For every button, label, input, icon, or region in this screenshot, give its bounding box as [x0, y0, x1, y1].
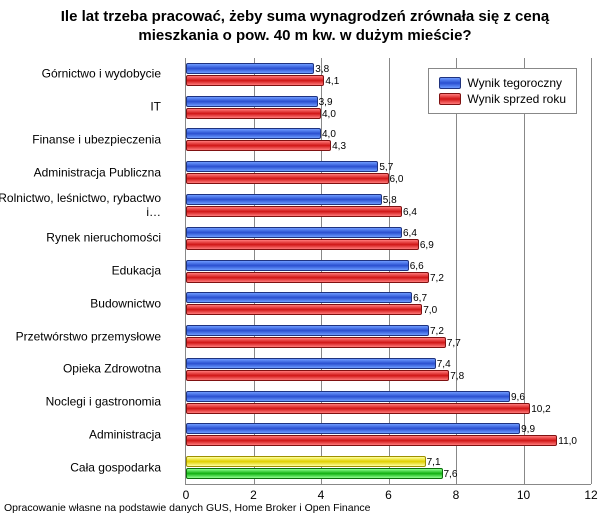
legend-item: Wynik tegoroczny	[439, 76, 566, 90]
bar-value-label: 6,7	[411, 293, 427, 304]
category-label: Finanse i ubezpieczenia	[0, 133, 161, 146]
bar-value-label: 11,0	[556, 436, 577, 447]
x-tick-label: 8	[453, 488, 460, 502]
bar-current: 6,4	[186, 227, 402, 238]
bar-prev: 7,8	[186, 370, 449, 381]
category-label: Administracja Publiczna	[0, 166, 161, 179]
gridline	[524, 58, 525, 484]
bar-prev: 7,6	[186, 468, 443, 479]
bar-prev: 10,2	[186, 403, 530, 414]
bar-value-label: 7,2	[428, 326, 444, 337]
bar-current: 6,6	[186, 260, 409, 271]
x-tick-label: 6	[385, 488, 392, 502]
bar-prev: 7,7	[186, 337, 446, 348]
bar-prev: 4,1	[186, 75, 324, 86]
bar-value-label: 6,6	[408, 261, 424, 272]
legend: Wynik tegoroczny Wynik sprzed roku	[428, 68, 577, 114]
bar-value-label: 7,8	[448, 371, 464, 382]
gridline	[591, 58, 592, 484]
category-label: Górnictwo i wydobycie	[0, 68, 161, 81]
bar-value-label: 6,0	[388, 174, 404, 185]
bar-value-label: 6,4	[401, 207, 417, 218]
category-label: Noclegi i gastronomia	[0, 395, 161, 408]
bar-current: 7,1	[186, 456, 426, 467]
bar-value-label: 3,9	[317, 97, 333, 108]
category-label: Rolnictwo, leśnictwo, rybactwo i…	[0, 192, 161, 218]
bar-prev: 4,3	[186, 140, 331, 151]
bar-current: 5,8	[186, 194, 382, 205]
chart-container: Ile lat trzeba pracować, żeby suma wynag…	[0, 0, 610, 516]
bar-value-label: 4,0	[320, 109, 336, 120]
bar-current: 7,4	[186, 358, 436, 369]
legend-item: Wynik sprzed roku	[439, 92, 566, 106]
bar-value-label: 7,7	[445, 338, 461, 349]
category-label: Administracja	[0, 428, 161, 441]
bar-value-label: 7,4	[435, 359, 451, 370]
bar-value-label: 4,1	[323, 76, 339, 87]
bar-prev: 11,0	[186, 435, 557, 446]
legend-swatch	[439, 77, 461, 89]
bar-value-label: 7,2	[428, 273, 444, 284]
chart-title: Ile lat trzeba pracować, żeby suma wynag…	[0, 0, 610, 50]
category-label: Budownictwo	[0, 297, 161, 310]
bar-prev: 6,0	[186, 173, 389, 184]
bar-current: 9,6	[186, 391, 510, 402]
bar-current: 3,8	[186, 63, 314, 74]
x-tick-label: 12	[584, 488, 597, 502]
bar-value-label: 6,4	[401, 228, 417, 239]
bar-prev: 4,0	[186, 108, 321, 119]
category-label: Opieka Zdrowotna	[0, 363, 161, 376]
legend-label: Wynik sprzed roku	[467, 92, 566, 106]
bar-value-label: 6,9	[418, 240, 434, 251]
x-tick-label: 2	[250, 488, 257, 502]
x-tick-label: 4	[318, 488, 325, 502]
bar-value-label: 3,8	[313, 64, 329, 75]
bar-prev: 7,2	[186, 272, 429, 283]
bar-current: 3,9	[186, 96, 318, 107]
x-tick-label: 0	[183, 488, 190, 502]
bar-value-label: 7,0	[421, 305, 437, 316]
category-label: IT	[0, 101, 161, 114]
bar-prev: 7,0	[186, 304, 422, 315]
bar-value-label: 10,2	[529, 404, 550, 415]
bar-current: 9,9	[186, 423, 520, 434]
bar-value-label: 9,9	[519, 424, 535, 435]
category-label: Rynek nieruchomości	[0, 232, 161, 245]
bar-value-label: 4,0	[320, 129, 336, 140]
bar-prev: 6,9	[186, 239, 419, 250]
category-label: Edukacja	[0, 264, 161, 277]
bar-current: 4,0	[186, 128, 321, 139]
bar-value-label: 9,6	[509, 392, 525, 403]
bar-value-label: 5,8	[381, 195, 397, 206]
bar-value-label: 5,7	[377, 162, 393, 173]
bar-prev: 6,4	[186, 206, 402, 217]
source-note: Opracowanie własne na podstawie danych G…	[4, 502, 371, 514]
bar-value-label: 7,1	[425, 457, 441, 468]
legend-swatch	[439, 93, 461, 105]
plot-area: 024681012Górnictwo i wydobycie3,84,1IT3,…	[185, 58, 591, 485]
x-tick-label: 10	[517, 488, 530, 502]
bar-value-label: 4,3	[330, 141, 346, 152]
category-label: Przetwórstwo przemysłowe	[0, 330, 161, 343]
bar-current: 5,7	[186, 161, 378, 172]
category-label: Cała gospodarka	[0, 461, 161, 474]
bar-value-label: 7,6	[442, 469, 458, 480]
bar-current: 7,2	[186, 325, 429, 336]
bar-current: 6,7	[186, 292, 412, 303]
legend-label: Wynik tegoroczny	[467, 76, 562, 90]
gridline	[456, 58, 457, 484]
